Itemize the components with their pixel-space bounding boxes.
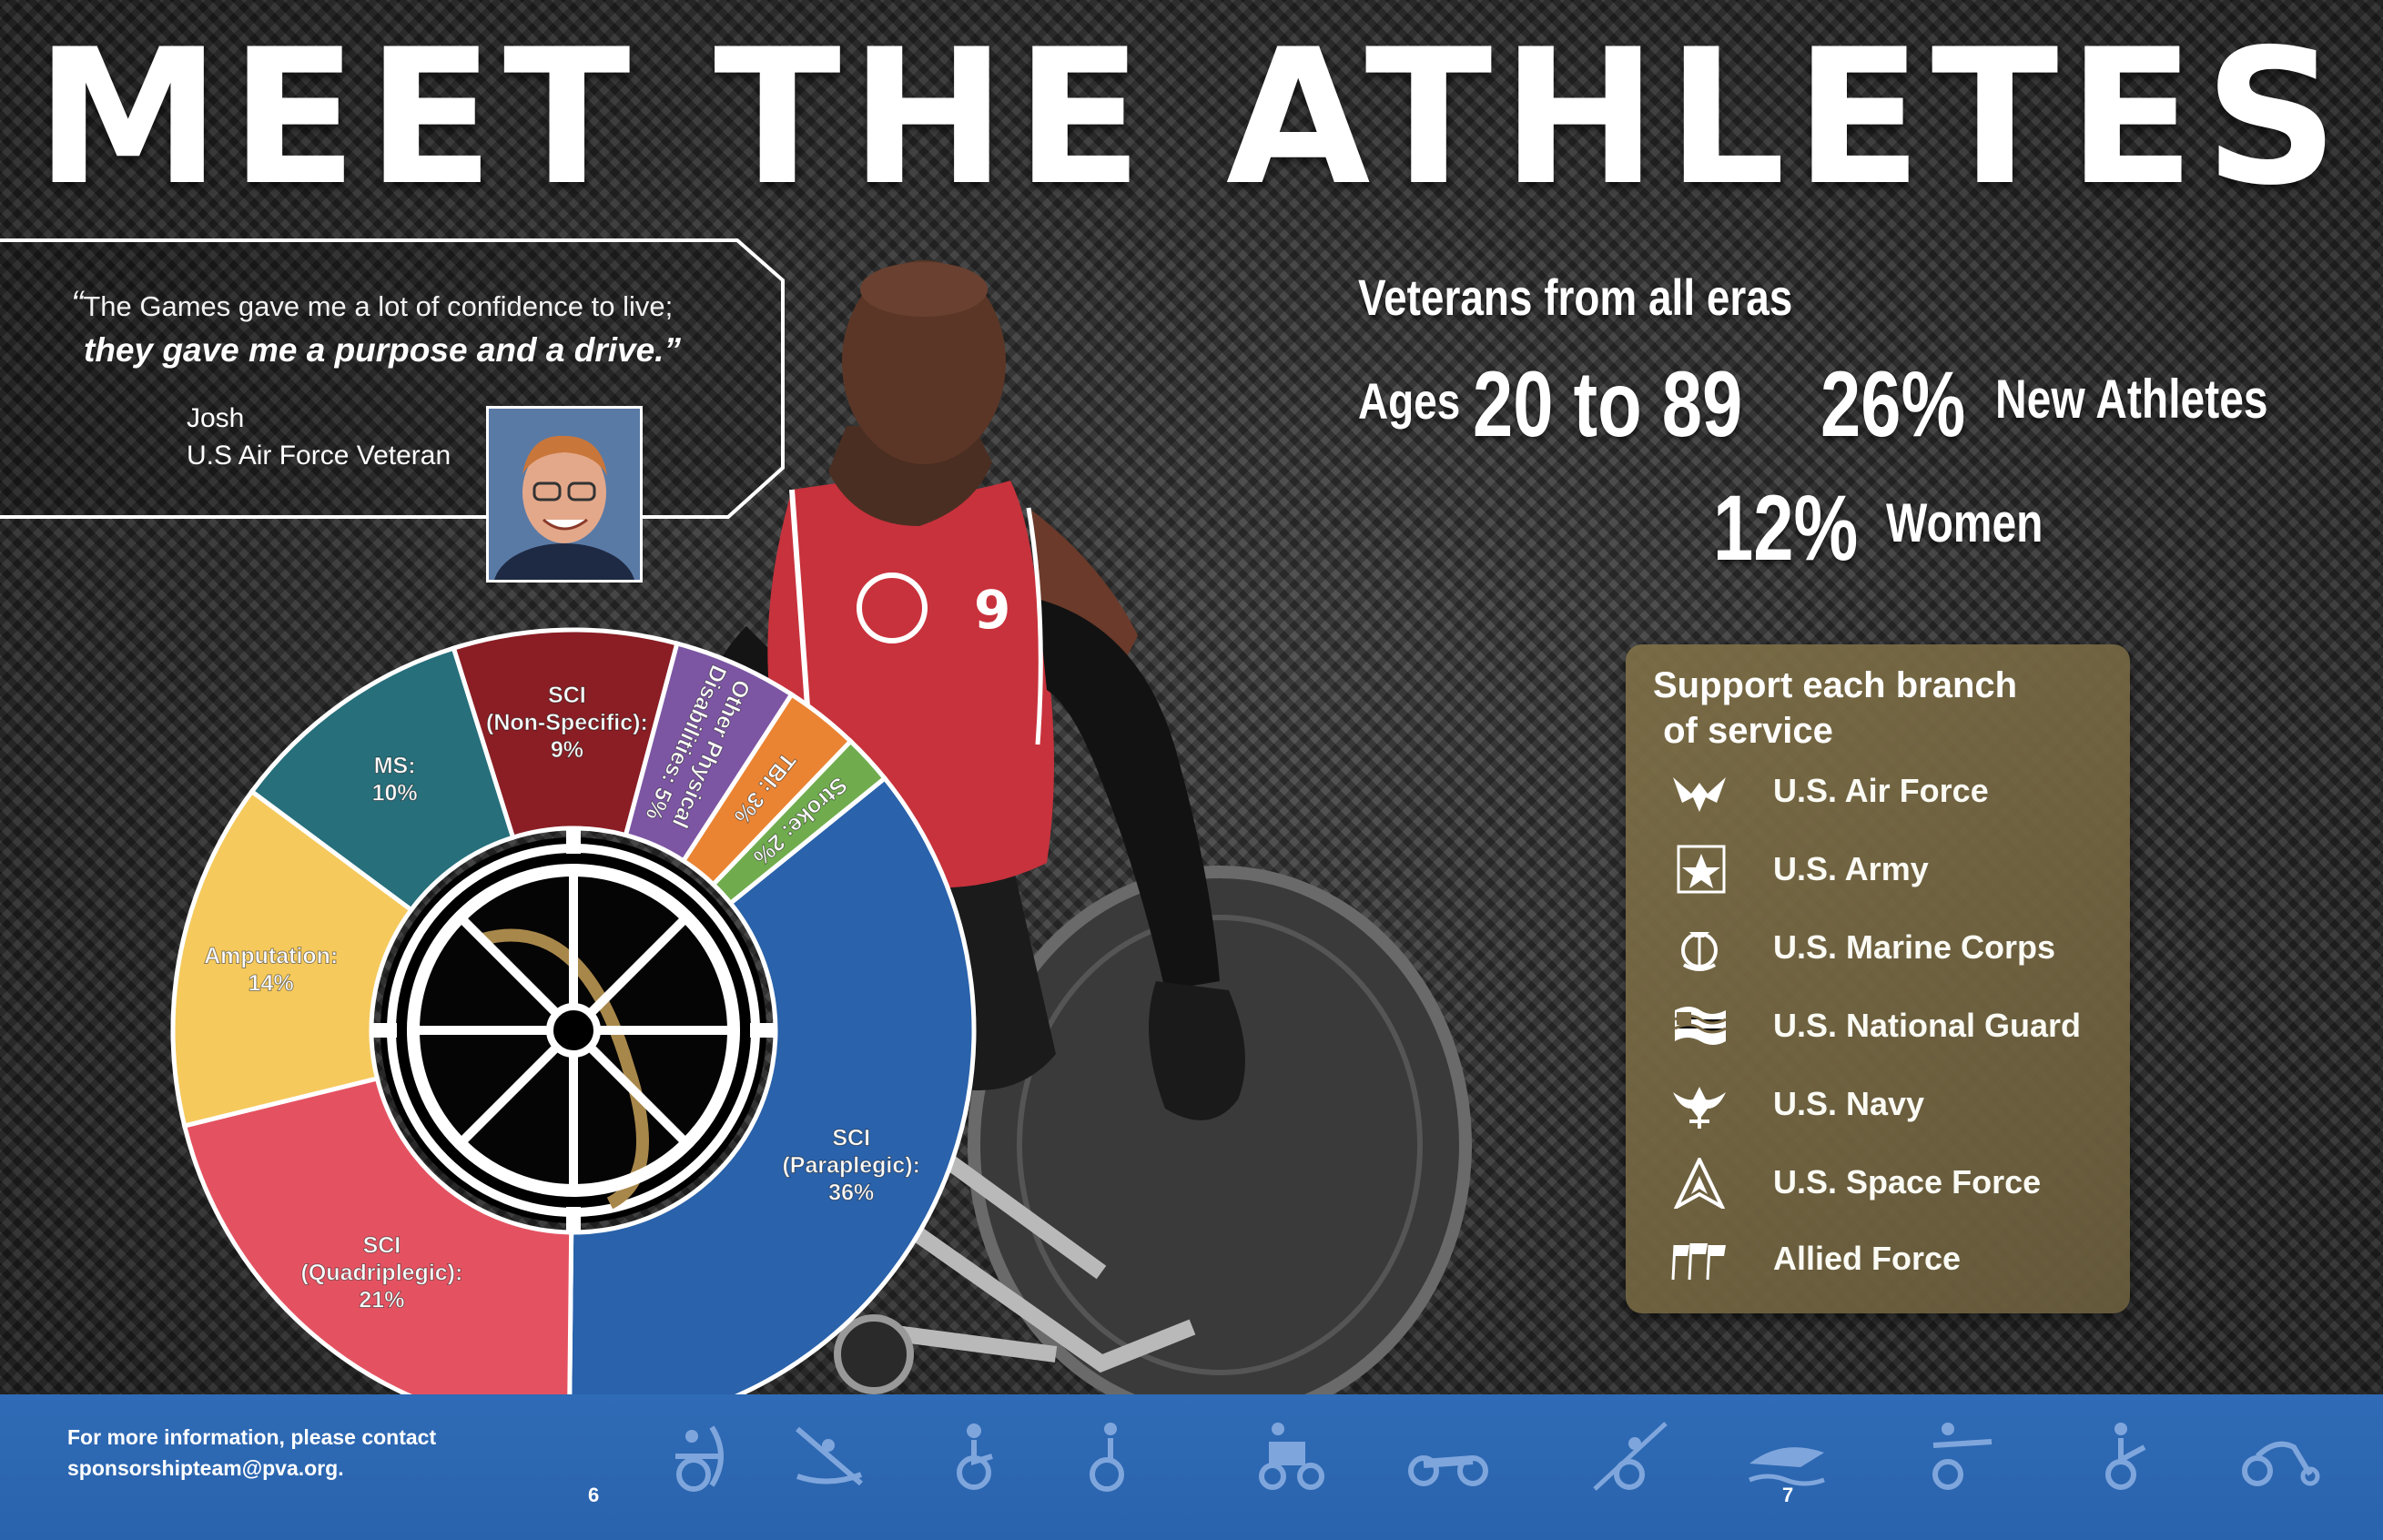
page-number-right: 7 (1782, 1484, 1794, 1506)
kayak-icon (796, 1426, 863, 1486)
athlete-photo: 9 (690, 260, 1472, 1400)
ages-value: 20 to 89 (1473, 352, 1743, 456)
donut-slice-label: Amputation: 14% (204, 944, 338, 997)
footer-bar (0, 1394, 2383, 1540)
donut-slice-label: SCI (Paraplegic): 36% (782, 1125, 919, 1205)
jersey-number: 9 (974, 579, 1010, 641)
flag-icon (1674, 1007, 1727, 1045)
donut-slice-label: MS: 10% (372, 753, 418, 805)
handcycle-icon (1408, 1455, 1488, 1486)
contact-email[interactable]: sponsorshipteam@pva.org. (67, 1456, 344, 1480)
author-portrait (486, 406, 643, 583)
quote-line-2: they gave me a purpose and a drive.” (84, 331, 681, 369)
power-soccer-icon (1259, 1423, 1324, 1490)
allied-flags-icon (1671, 1242, 1726, 1281)
branch-item-marine-corps: U.S. Marine Corps (1671, 919, 2108, 979)
javelin-icon (1593, 1422, 1668, 1491)
basketball-icon (957, 1423, 993, 1490)
page-title: MEET THE ATHLETES (35, 10, 2348, 227)
women-percent: 12% (1713, 476, 1859, 580)
bowling-icon (1090, 1423, 1124, 1492)
branch-item-navy: U.S. Navy (1671, 1076, 2108, 1136)
army-star-icon (1677, 845, 1726, 894)
branch-item-national-guard: U.S. National Guard (1671, 998, 2108, 1058)
marine-corps-icon (1681, 932, 1718, 971)
page-number-left: 6 (588, 1484, 600, 1506)
swimming-icon (1749, 1447, 1825, 1486)
women-label: Women (1886, 492, 2043, 553)
quote-author-name: Josh (187, 403, 245, 433)
navy-eagle-icon (1673, 1087, 1726, 1129)
donut-slice-label: SCI (Quadriplegic): 21% (301, 1232, 463, 1312)
branch-item-army: U.S. Army (1671, 841, 2108, 901)
quote-line-1: “The Games gave me a lot of confidence t… (71, 284, 674, 324)
branch-item-space-force: U.S. Space Force (1671, 1154, 2108, 1214)
branch-panel-title: Support each branch of service (1653, 665, 2018, 751)
branch-item-allied-force: Allied Force (1671, 1231, 2108, 1291)
archery-icon (675, 1425, 724, 1492)
table-tennis-icon (2105, 1423, 2146, 1490)
donut-slice-label: SCI (Non-Specific): 9% (486, 683, 648, 763)
contact-line-1: For more information, please contact (67, 1425, 437, 1449)
disability-donut-chart: SCI (Paraplegic): 36% SCI (Quadriplegic): 21%… (170, 627, 977, 1434)
quote-author-role: U.S Air Force Veteran (187, 441, 451, 471)
donut-slice (710, 737, 888, 907)
space-force-delta-icon (1673, 1158, 1726, 1209)
veterans-eras-text: Veterans from all eras (1358, 268, 1793, 326)
donut-slice (170, 788, 415, 1129)
air-force-icon (1673, 777, 1726, 812)
shooting-icon (1932, 1423, 1993, 1490)
racing-icon (2242, 1441, 2320, 1486)
ages-label: Ages (1358, 372, 1461, 430)
branch-item-air-force: U.S. Air Force (1671, 763, 2108, 823)
wheel-center-graphic (373, 830, 774, 1231)
new-athletes-label: New Athletes (1995, 369, 2268, 430)
new-athletes-percent: 26% (1820, 352, 1966, 456)
